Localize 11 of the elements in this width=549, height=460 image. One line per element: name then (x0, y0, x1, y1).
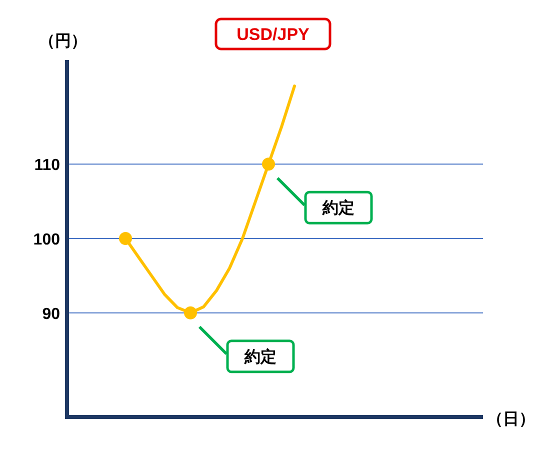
point (184, 306, 197, 320)
y-tick-label: 90 (42, 306, 60, 323)
y-tick-label: 100 (33, 232, 60, 248)
y-tick-label: 110 (34, 157, 60, 174)
x-axis-title: （日） (487, 411, 535, 428)
chart-title: USD/JPY (236, 25, 310, 44)
point (262, 158, 275, 171)
point (119, 232, 132, 245)
annotation: 約定 (322, 199, 354, 218)
y-axis-title: （円） (39, 33, 87, 50)
annotation: 約定 (244, 348, 276, 366)
